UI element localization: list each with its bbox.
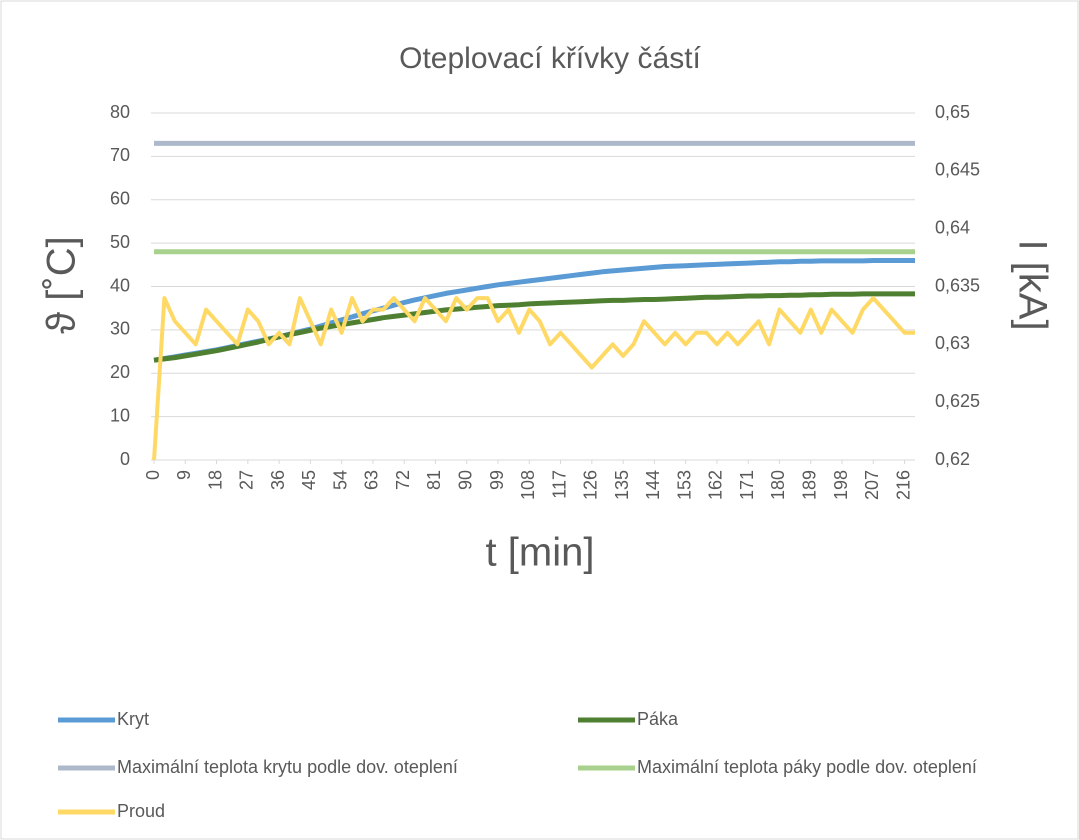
y2-tick-label: 0,65 [935, 102, 970, 122]
x-tick-label: 216 [893, 470, 913, 500]
x-tick-label: 36 [268, 470, 288, 490]
y2-tick-label: 0,645 [935, 160, 980, 180]
x-tick-label: 135 [612, 470, 632, 500]
legend-label: Kryt [117, 709, 149, 729]
x-tick-label: 99 [487, 470, 507, 490]
x-tick-label: 207 [862, 470, 882, 500]
x-tick-label: 0 [143, 470, 163, 480]
x-tick-label: 27 [237, 470, 257, 490]
x-tick-label: 126 [581, 470, 601, 500]
x-tick-label: 171 [737, 470, 757, 500]
x-tick-label: 162 [706, 470, 726, 500]
x-tick-label: 144 [643, 470, 663, 500]
y-tick-label: 80 [110, 102, 130, 122]
y-axis-title: ϑ [˚C] [40, 236, 84, 333]
y-tick-label: 30 [110, 319, 130, 339]
x-tick-label: 45 [299, 470, 319, 490]
legend-label: Proud [117, 801, 165, 821]
y-tick-label: 20 [110, 362, 130, 382]
x-tick-label: 9 [174, 470, 194, 480]
x-axis-title: t [min] [486, 531, 595, 575]
x-tick-label: 72 [393, 470, 413, 490]
series-line [152, 296, 915, 461]
x-tick-label: 63 [362, 470, 382, 490]
x-tick-label: 90 [455, 470, 475, 490]
x-tick-label: 180 [768, 470, 788, 500]
y-tick-label: 50 [110, 232, 130, 252]
y-tick-label: 10 [110, 405, 130, 425]
x-tick-label: 117 [549, 470, 569, 499]
y2-tick-label: 0,64 [935, 217, 970, 237]
x-tick-label: 189 [800, 470, 820, 500]
y2-axis-title: I [kA] [1010, 239, 1054, 330]
y-tick-label: 40 [110, 275, 130, 295]
y-tick-label: 0 [120, 449, 130, 469]
legend-label: Maximální teplota páky podle dov. oteple… [637, 757, 977, 777]
x-tick-label: 54 [330, 470, 350, 490]
x-tick-label: 153 [674, 470, 694, 500]
x-tick-label: 198 [831, 470, 851, 500]
x-tick-label: 108 [518, 470, 538, 500]
legend-label: Páka [637, 709, 679, 729]
x-tick-label: 81 [424, 470, 444, 490]
y2-tick-label: 0,635 [935, 275, 980, 295]
y-tick-label: 70 [110, 145, 130, 165]
chart-title: Oteplovací křívky částí [399, 42, 701, 75]
x-tick-label: 18 [205, 470, 225, 490]
y2-tick-label: 0,625 [935, 391, 980, 411]
y2-tick-label: 0,62 [935, 449, 970, 469]
y-tick-label: 60 [110, 189, 130, 209]
legend-label: Maximální teplota krytu podle dov. otepl… [117, 757, 458, 777]
y2-tick-label: 0,63 [935, 333, 970, 353]
